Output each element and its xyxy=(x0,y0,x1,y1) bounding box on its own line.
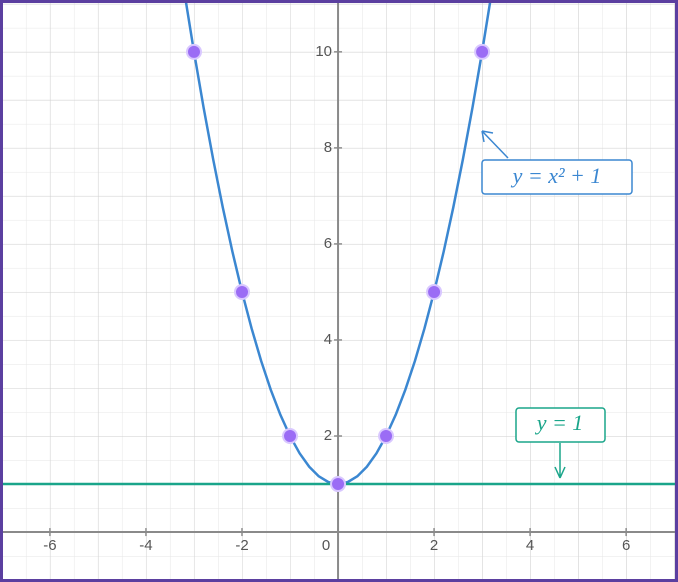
x-tick-label: 2 xyxy=(430,537,438,554)
annotation-line: y = 1 xyxy=(515,407,606,479)
label-box xyxy=(481,159,633,195)
y-tick-label: 6 xyxy=(324,235,332,252)
x-tick-label: 4 xyxy=(526,537,534,554)
data-point xyxy=(426,283,443,300)
data-point xyxy=(330,476,347,493)
data-point xyxy=(185,43,202,60)
y-tick-label: 4 xyxy=(324,331,332,348)
data-point xyxy=(378,428,395,445)
label-box xyxy=(515,407,606,443)
y-tick-label: 8 xyxy=(324,139,332,156)
annotation-label: y = 1 xyxy=(535,410,584,435)
arrow xyxy=(554,443,566,479)
x-tick-label: -2 xyxy=(235,537,248,554)
data-point xyxy=(474,43,491,60)
x-tick-label: -6 xyxy=(43,537,56,554)
x-tick-label: 6 xyxy=(622,537,630,554)
data-point xyxy=(234,283,251,300)
y-tick-label: 10 xyxy=(315,43,332,60)
x-tick-label: -4 xyxy=(139,537,152,554)
annotation-label: y = x² + 1 xyxy=(511,163,602,188)
x-tick-label: 0 xyxy=(322,537,330,554)
data-point xyxy=(282,428,299,445)
arrow xyxy=(481,130,509,159)
y-tick-label: 2 xyxy=(324,427,332,444)
annotation-parabola: y = x² + 1 xyxy=(481,130,633,195)
